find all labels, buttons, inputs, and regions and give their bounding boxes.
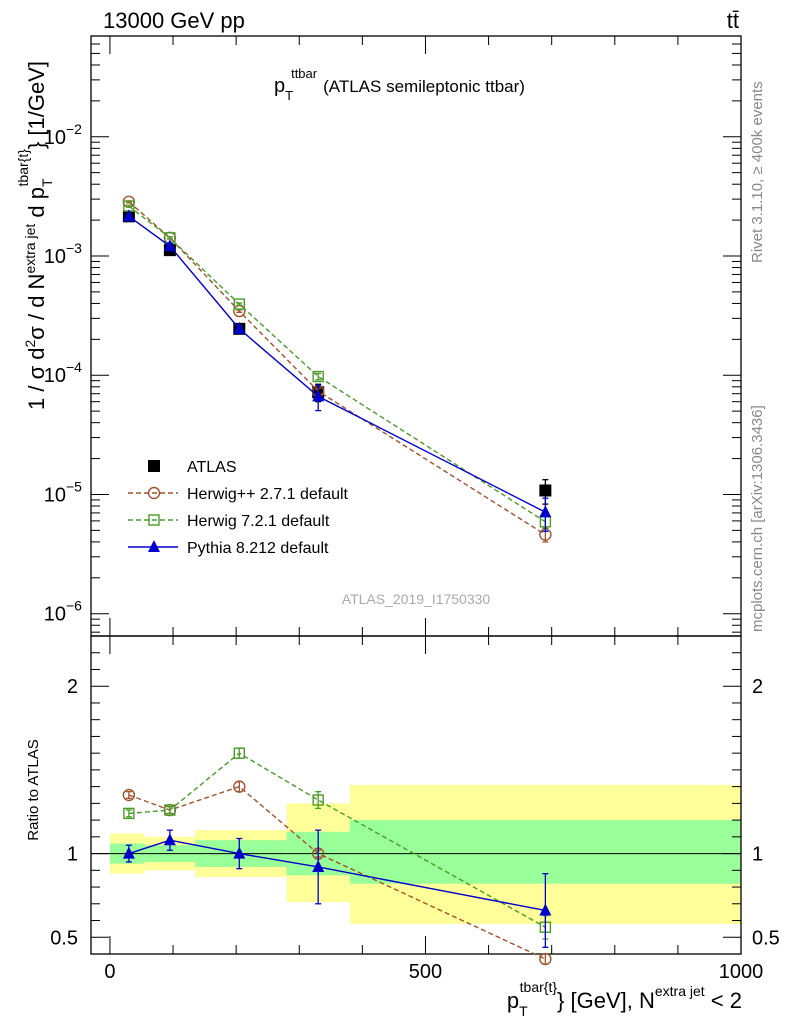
ratio-point-2-3 bbox=[312, 859, 325, 872]
main-point-0-4 bbox=[539, 484, 552, 497]
xlabel-sup2: extra jet bbox=[655, 983, 705, 999]
y-tick-label-2: 10 bbox=[44, 365, 66, 387]
mcplots-label: mcplots.cern.ch [arXiv:1306.3436] bbox=[749, 405, 766, 632]
ratio-point-0-0 bbox=[122, 788, 136, 802]
main-point-3-0 bbox=[122, 209, 135, 222]
legend-label-2: Herwig 7.2.1 default bbox=[187, 513, 330, 530]
main-y-ticks bbox=[91, 35, 741, 633]
main-point-3-1 bbox=[163, 239, 176, 252]
ratio-point-2-0 bbox=[122, 846, 135, 859]
title-sub: T bbox=[285, 88, 293, 103]
ratio-point-2-2 bbox=[233, 846, 246, 859]
main-series-2 bbox=[123, 200, 552, 530]
x-axis-label: pTtbar{t}} [GeV], Nextra jet < 2 bbox=[507, 979, 742, 1019]
y-tick-label-4: 10 bbox=[44, 127, 66, 149]
ratio-point-1-1 bbox=[164, 804, 176, 816]
ratio-series-1 bbox=[123, 747, 552, 940]
x-tick-label-1: 500 bbox=[409, 961, 442, 983]
legend-marker-0 bbox=[148, 460, 160, 472]
y-tick-exp-3: −3 bbox=[66, 240, 82, 256]
process-label: tt̄ bbox=[727, 8, 739, 33]
y-tick-label-3: 10 bbox=[44, 246, 66, 268]
title-sup: ttbar bbox=[291, 66, 318, 81]
legend-marker-2 bbox=[148, 514, 160, 526]
y-tick-label-1: 10 bbox=[44, 484, 66, 506]
main-ylabel: 1 / σ d2σ / d Nextra jet d pTtbar{t}} [1… bbox=[15, 61, 55, 410]
main-point-2-2 bbox=[233, 298, 246, 310]
y-tick-exp-4: −2 bbox=[66, 121, 82, 137]
watermark: ATLAS_2019_I1750330 bbox=[342, 591, 491, 607]
y-tick-label-0: 10 bbox=[44, 604, 66, 626]
title-rest: (ATLAS semileptonic ttbar) bbox=[323, 77, 525, 96]
main-point-3-4 bbox=[539, 505, 552, 518]
ratio-tick-label-left-1: 1 bbox=[67, 844, 78, 866]
x-tick-label-0: 0 bbox=[104, 961, 115, 983]
ratio-point-2-4 bbox=[539, 903, 552, 916]
xlabel-sub: T bbox=[519, 1003, 528, 1019]
main-point-2-3 bbox=[312, 370, 324, 383]
ratio-frame bbox=[90, 635, 742, 955]
rivet-label: Rivet 3.1.10, ≥ 400k events bbox=[749, 81, 766, 263]
xlabel-p: p bbox=[507, 988, 519, 1013]
main-point-3-3 bbox=[312, 389, 325, 402]
x-ticks bbox=[109, 36, 742, 954]
ratio-point-0-4 bbox=[539, 952, 552, 966]
energy-label: 13000 GeV pp bbox=[103, 8, 245, 33]
ratio-tick-label-right-1: 1 bbox=[752, 844, 763, 866]
y-tick-exp-1: −5 bbox=[66, 478, 82, 494]
ratio-point-2-1 bbox=[163, 833, 176, 846]
ratio-point-1-3 bbox=[312, 794, 324, 806]
legend-label-1: Herwig++ 2.7.1 default bbox=[187, 486, 349, 503]
ratio-ylabel: Ratio to ATLAS bbox=[25, 739, 42, 840]
xlabel-end: < 2 bbox=[705, 988, 742, 1013]
main-series-3 bbox=[122, 209, 552, 533]
ratio-point-1-0 bbox=[123, 807, 135, 820]
ratio-y-ticks bbox=[91, 652, 741, 938]
main-series-line-1 bbox=[128, 201, 546, 536]
legend-label-0: ATLAS bbox=[187, 459, 237, 476]
legend-marker-3 bbox=[148, 540, 160, 552]
ratio-series-2 bbox=[122, 829, 552, 948]
y-tick-exp-2: −4 bbox=[66, 359, 82, 375]
y-tick-exp-0: −6 bbox=[66, 598, 82, 614]
ratio-tick-label-left-2: 2 bbox=[67, 676, 78, 698]
main-title: pTttbar (ATLAS semileptonic ttbar) bbox=[274, 66, 525, 103]
xlabel-mid: } [GeV], N bbox=[557, 988, 655, 1013]
ratio-point-0-2 bbox=[233, 780, 246, 793]
ratio-tick-label-left-0: 0.5 bbox=[50, 927, 78, 949]
ratio-point-1-2 bbox=[233, 747, 246, 759]
ratio-tick-label-right-2: 2 bbox=[752, 676, 763, 698]
title-p: p bbox=[274, 75, 285, 97]
ratio-tick-label-right-0: 0.5 bbox=[752, 927, 780, 949]
legend-marker-1 bbox=[147, 486, 161, 500]
main-plot-panel: pTttbar (ATLAS semileptonic ttbar) 1 / σ … bbox=[15, 35, 742, 637]
xlabel-sup: tbar{t} bbox=[520, 979, 558, 995]
legend: ATLAS Herwig++ 2.7.1 default Herwig 7.2.1 … bbox=[128, 459, 349, 557]
x-tick-label-2: 1000 bbox=[719, 961, 764, 983]
ratio-plot-panel: Ratio to ATLAS pTtbar{t}} [GeV], Nextra … bbox=[25, 635, 780, 1019]
main-point-3-2 bbox=[233, 321, 246, 334]
legend-label-3: Pythia 8.212 default bbox=[187, 540, 329, 557]
